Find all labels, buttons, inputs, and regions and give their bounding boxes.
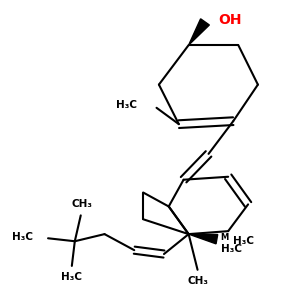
Text: H₃C: H₃C — [233, 236, 254, 246]
Text: OH: OH — [218, 14, 242, 27]
Text: H₃C: H₃C — [221, 244, 242, 254]
Text: M: M — [221, 233, 229, 242]
Polygon shape — [189, 234, 218, 244]
Text: H₃C: H₃C — [12, 232, 33, 242]
Text: CH₃: CH₃ — [188, 276, 209, 286]
Text: CH₃: CH₃ — [71, 200, 92, 209]
Polygon shape — [189, 19, 209, 45]
Text: H₃C: H₃C — [61, 272, 82, 282]
Text: H₃C: H₃C — [116, 100, 137, 110]
